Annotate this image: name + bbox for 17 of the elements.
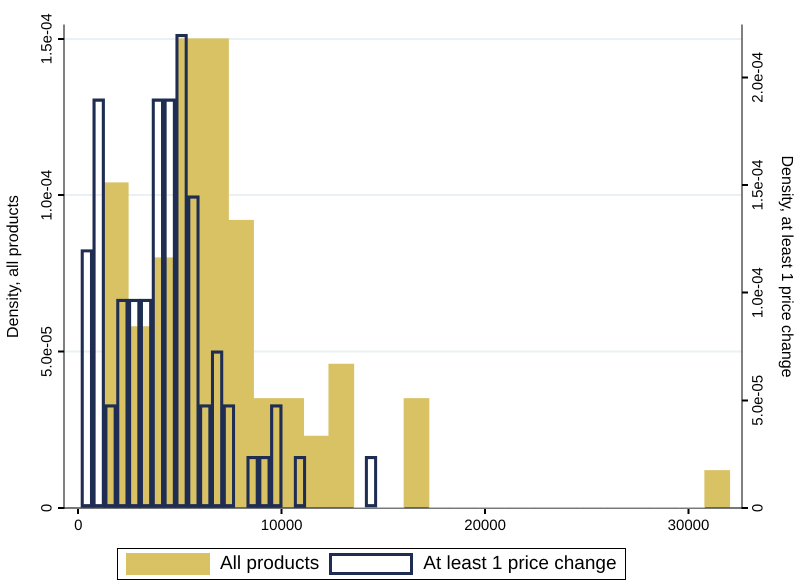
x-tick-label: 20000 [464,517,506,534]
y2-tick-label: 2.0e-04 [750,52,767,103]
y2-tick-label: 5.0e-05 [750,374,767,426]
y-tick-label: 0 [38,504,56,512]
x-tick-label: 10000 [260,517,303,534]
x-tick-label: 0 [74,517,82,534]
y-tick-label: 1.0e-04 [38,170,56,221]
y2-axis-title: Density, at least 1 price change [778,155,795,378]
y2-tick-label: 0 [750,504,767,512]
y-tick-label: 5.0e-05 [38,326,56,378]
x-tick-label: 30000 [668,517,710,534]
y-tick-label: 1.5e-04 [38,13,56,64]
y2-tick-label: 1.0e-04 [750,267,767,318]
legend-label: At least 1 price change [423,553,617,575]
legend-label: All products [220,553,320,575]
y-axis-title: Density, all products [5,195,22,338]
y2-tick-label: 1.5e-04 [750,160,767,210]
